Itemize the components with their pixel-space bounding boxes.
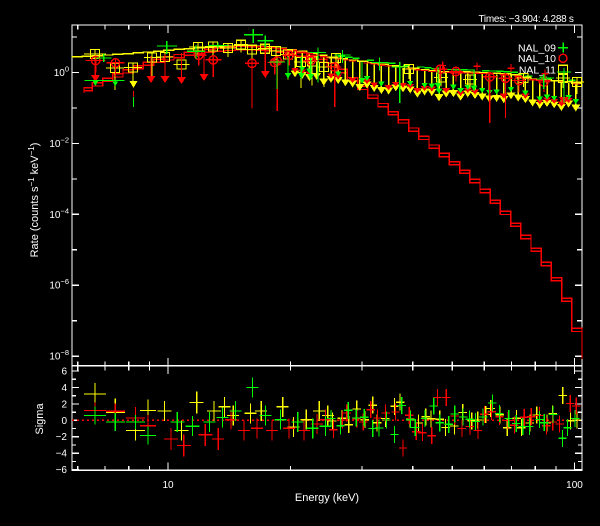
svg-text:−4: −4 [56,449,68,460]
svg-text:NAL_09: NAL_09 [518,42,556,54]
svg-text:NAL_10: NAL_10 [518,53,556,65]
svg-text:−6: −6 [56,465,68,476]
svg-text:−2: −2 [56,432,68,443]
svg-text:0: 0 [61,416,67,427]
svg-text:Sigma: Sigma [34,403,46,435]
svg-text:Energy (keV): Energy (keV) [295,492,359,504]
svg-text:2: 2 [61,399,67,410]
svg-text:6: 6 [61,366,67,377]
svg-text:4: 4 [61,383,67,394]
svg-text:100: 100 [566,480,583,491]
svg-text:Times: −3.904: 4.288 s: Times: −3.904: 4.288 s [478,14,573,25]
svg-text:10: 10 [162,480,174,491]
svg-text:Rate (counts s−1 keV−1): Rate (counts s−1 keV−1) [27,143,41,258]
